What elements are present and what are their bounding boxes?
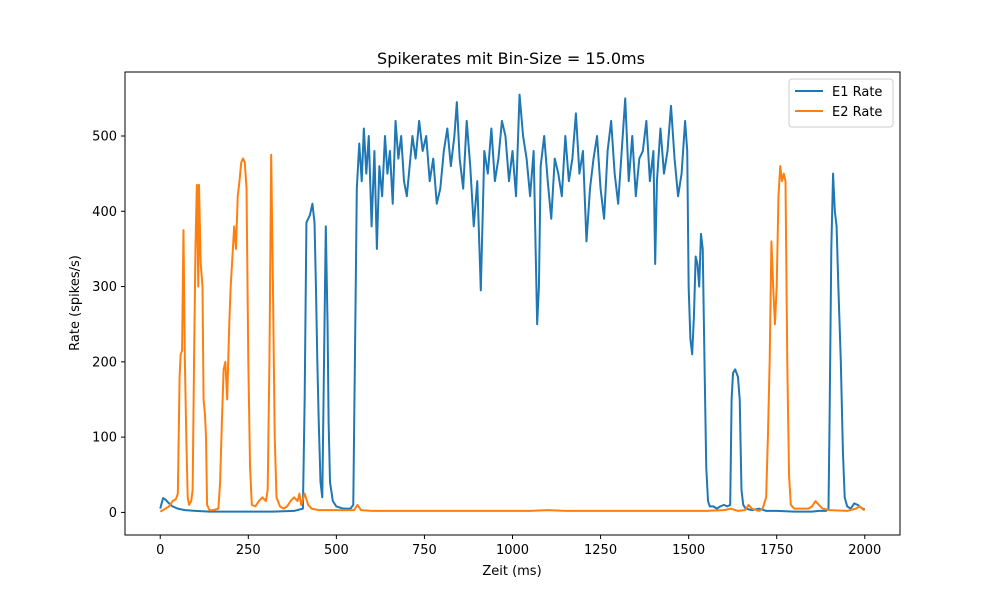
y-tick-label: 100 [92,431,117,446]
series-line-e2 [159,153,866,513]
y-tick-label: 500 [92,129,117,144]
x-tick-label: 250 [236,543,261,558]
plot-area [124,71,901,536]
x-tick-label: 500 [324,543,349,558]
chart-title: Spikerates mit Bin-Size = 15.0ms [377,49,645,68]
y-tick-label: 0 [109,506,117,521]
legend: E1 Rate E2 Rate [788,78,894,128]
y-axis: 0 100 200 300 400 500 [92,129,125,521]
x-tick-label: 1750 [760,543,793,558]
x-tick-label: 2000 [848,543,881,558]
y-tick-label: 300 [92,280,117,295]
y-axis-label: Rate (spikes/s) [68,255,83,351]
legend-label-e2: E2 Rate [832,105,882,120]
x-tick-label: 1500 [672,543,705,558]
x-tick-label: 750 [412,543,437,558]
x-tick-label: 1000 [496,543,529,558]
x-tick-label: 0 [156,543,164,558]
y-tick-label: 400 [92,205,117,220]
legend-label-e1: E1 Rate [832,85,882,100]
x-axis: 0 250 500 750 1000 1250 1500 1750 2000 [156,535,881,558]
series-layer [159,93,866,513]
x-axis-label: Zeit (ms) [482,564,541,579]
plot-background [125,72,900,535]
series-line-e1 [159,93,866,513]
x-tick-label: 1250 [584,543,617,558]
y-tick-label: 200 [92,355,117,370]
